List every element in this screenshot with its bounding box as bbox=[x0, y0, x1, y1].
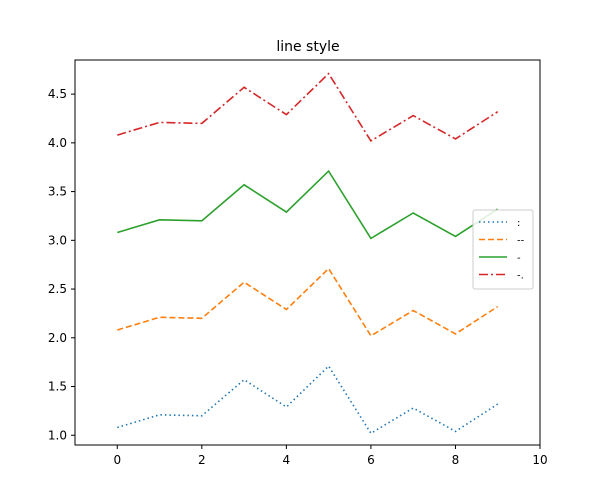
legend-box bbox=[472, 209, 534, 290]
legend: :----. bbox=[472, 209, 534, 290]
series-line-3 bbox=[117, 169, 499, 240]
y-tick-label: 2.5 bbox=[48, 282, 67, 296]
series-line-1 bbox=[117, 364, 499, 435]
y-tick-label: 2.0 bbox=[48, 331, 67, 345]
y-tick-label: 4.0 bbox=[48, 136, 67, 150]
x-tick-label: 4 bbox=[283, 453, 291, 467]
axes: 0 2 4 6 8 10 1.0 1.5 2.0 2.5 3.0 3.5 4.0 4.5 bbox=[48, 87, 548, 467]
x-tick-label: 6 bbox=[367, 453, 375, 467]
plot-frame bbox=[74, 59, 541, 446]
legend-label-2: -- bbox=[517, 236, 525, 247]
legend-label-1: : bbox=[517, 218, 520, 229]
y-tick-label: 1.0 bbox=[48, 428, 67, 442]
x-tick-label: 10 bbox=[532, 453, 547, 467]
x-tick-label: 8 bbox=[452, 453, 460, 467]
y-tick-label: 3.5 bbox=[48, 185, 67, 199]
series-line-4 bbox=[117, 72, 499, 142]
y-tick-label: 3.0 bbox=[48, 233, 67, 247]
chart-title: line style bbox=[276, 39, 339, 55]
x-tick-label: 0 bbox=[113, 453, 121, 467]
series-line-2 bbox=[117, 267, 499, 337]
legend-label-3: - bbox=[517, 253, 521, 264]
x-tick-label: 2 bbox=[198, 453, 206, 467]
legend-label-4: -. bbox=[517, 271, 524, 282]
y-tick-label: 1.5 bbox=[48, 380, 67, 394]
plot-area bbox=[117, 72, 499, 435]
y-tick-label: 4.5 bbox=[48, 87, 67, 101]
